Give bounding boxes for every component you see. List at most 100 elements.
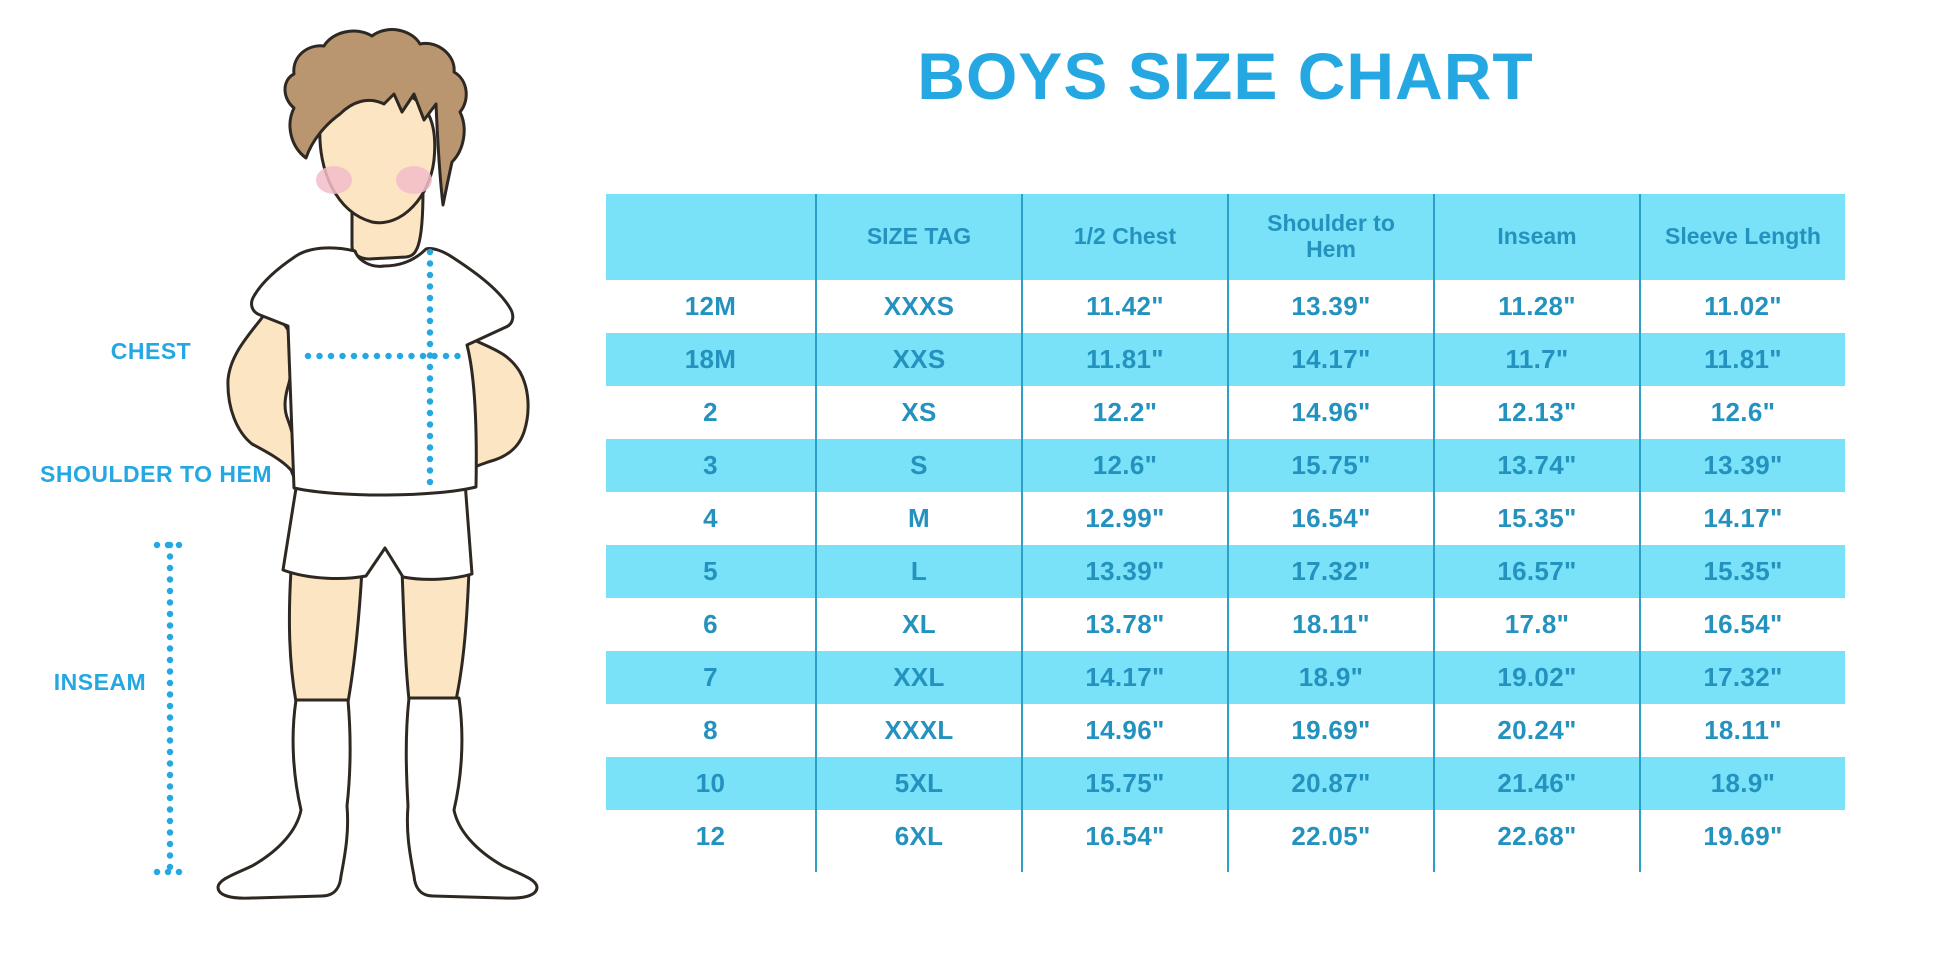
table-cell-text: 17.32" (1291, 556, 1371, 586)
table-cell-text: 12.6" (1710, 397, 1776, 427)
table-cell: 12.6" (1021, 439, 1227, 492)
table-row: 4 M 12.99" 16.54" 15.35" 14.17" (606, 492, 1845, 545)
table-cell: 13.39" (1639, 439, 1845, 492)
table-cell: 12.99" (1021, 492, 1227, 545)
table-cell: 18.11" (1639, 704, 1845, 757)
table-cell: 17.32" (1227, 545, 1433, 598)
header-cell: Inseam (1433, 194, 1639, 280)
table-cell: 11.81" (1639, 333, 1845, 386)
table-cell: 11.42" (1021, 280, 1227, 333)
table-cell-text: 20.24" (1497, 715, 1577, 745)
table-cell-text: XXXL (884, 715, 954, 745)
boy-hair (283, 28, 468, 207)
table-cell-text: XXS (892, 344, 946, 374)
table-cell: 12.13" (1433, 386, 1639, 439)
table-cell: 16.57" (1433, 545, 1639, 598)
table-cell-text: 14.17" (1291, 344, 1371, 374)
row-label-cell: 4 (606, 492, 815, 545)
table-cell: XXXL (815, 704, 1021, 757)
table-cell: 21.46" (1433, 757, 1639, 810)
table-cell-text: 18.9" (1710, 768, 1776, 798)
extension-cell (1227, 863, 1433, 872)
table-cell: 15.75" (1021, 757, 1227, 810)
table-row: 3 S 12.6" 15.75" 13.74" 13.39" (606, 439, 1845, 492)
table-cell: 11.81" (1021, 333, 1227, 386)
chest-label: CHEST (110, 338, 192, 364)
table-cell-text: 13.39" (1085, 556, 1165, 586)
table-row: 5 L 13.39" 17.32" 16.57" 15.35" (606, 545, 1845, 598)
table-cell-text: 6XL (894, 821, 944, 851)
table-cell: L (815, 545, 1021, 598)
shoulder-to-hem-label: SHOULDER TO HEM (40, 461, 272, 487)
row-label-cell-text: 4 (703, 503, 718, 533)
table-cell: 14.96" (1227, 386, 1433, 439)
extension-cell (1021, 863, 1227, 872)
table-cell-text: 12.13" (1497, 397, 1577, 427)
table-cell-text: 11.42" (1086, 291, 1164, 321)
table-cell-text: 13.39" (1291, 291, 1371, 321)
table-cell-text: 17.8" (1504, 609, 1570, 639)
table-cell: 16.54" (1639, 598, 1845, 651)
table-row: 8 XXXL 14.96" 19.69" 20.24" 18.11" (606, 704, 1845, 757)
row-label-cell: 18M (606, 333, 815, 386)
boy-right-leg (400, 568, 471, 702)
table-cell: 11.28" (1433, 280, 1639, 333)
extension-cell (815, 863, 1021, 872)
table-cell: 18.9" (1227, 651, 1433, 704)
table-cell-text: 18.9" (1298, 662, 1364, 692)
row-label-cell: 12 (606, 810, 815, 863)
table-cell: 6XL (815, 810, 1021, 863)
table-cell: 17.8" (1433, 598, 1639, 651)
table-cell-text: 11.7" (1505, 344, 1569, 374)
table-cell: 11.7" (1433, 333, 1639, 386)
table-cell: 13.39" (1227, 280, 1433, 333)
row-label-cell-text: 8 (703, 715, 718, 745)
table-cell: 18.9" (1639, 757, 1845, 810)
table-cell: XL (815, 598, 1021, 651)
table-cell-text: 16.54" (1085, 821, 1165, 851)
header-row: SIZE TAG 1/2 Chest Shoulder to Hem Inseam Sl… (606, 194, 1845, 280)
table-cell: 13.39" (1021, 545, 1227, 598)
table-cell-text: 15.35" (1497, 503, 1577, 533)
table-cell-text: 20.87" (1291, 768, 1371, 798)
row-label-cell-text: 10 (695, 768, 726, 798)
table-row: 6 XL 13.78" 18.11" 17.8" 16.54" (606, 598, 1845, 651)
boy-shorts (281, 480, 474, 581)
column-separator-extension (606, 863, 1845, 872)
table-row: 12M XXXS 11.42" 13.39" 11.28" 11.02" (606, 280, 1845, 333)
table-cell: 19.69" (1639, 810, 1845, 863)
table-cell-text: 12.2" (1092, 397, 1158, 427)
table-cell-text: 19.02" (1497, 662, 1577, 692)
table-cell-text: 15.75" (1291, 450, 1371, 480)
row-label-cell: 8 (606, 704, 815, 757)
extension-cell (606, 863, 815, 872)
extension-cell (1433, 863, 1639, 872)
table-cell: 22.68" (1433, 810, 1639, 863)
table-cell-text: M (908, 503, 930, 533)
table-cell-text: 14.17" (1085, 662, 1165, 692)
row-label-cell-text: 12M (684, 291, 737, 321)
row-label-cell-text: 18M (684, 344, 737, 374)
row-label-cell: 6 (606, 598, 815, 651)
page-title: BOYS SIZE CHART (917, 39, 1534, 113)
table-cell: 19.69" (1227, 704, 1433, 757)
table-cell: XXL (815, 651, 1021, 704)
row-label-cell: 2 (606, 386, 815, 439)
table-cell-text: 11.28" (1498, 291, 1576, 321)
table-cell: 13.74" (1433, 439, 1639, 492)
table-cell: 14.17" (1021, 651, 1227, 704)
table-cell-text: XXXS (883, 291, 955, 321)
table-row: 18M XXS 11.81" 14.17" 11.7" 11.81" (606, 333, 1845, 386)
table-cell: 15.75" (1227, 439, 1433, 492)
table-cell: 12.6" (1639, 386, 1845, 439)
table-cell-text: XXL (893, 662, 945, 692)
row-label-cell-text: 2 (703, 397, 718, 427)
table-cell-text: 11.81" (1704, 344, 1782, 374)
table-cell-text: XL (902, 609, 936, 639)
row-label-cell-text: 5 (703, 556, 718, 586)
boy-illustration (153, 28, 539, 900)
table-cell: 11.02" (1639, 280, 1845, 333)
row-label-cell-text: 12 (695, 821, 726, 851)
boy-right-sock (404, 696, 539, 900)
